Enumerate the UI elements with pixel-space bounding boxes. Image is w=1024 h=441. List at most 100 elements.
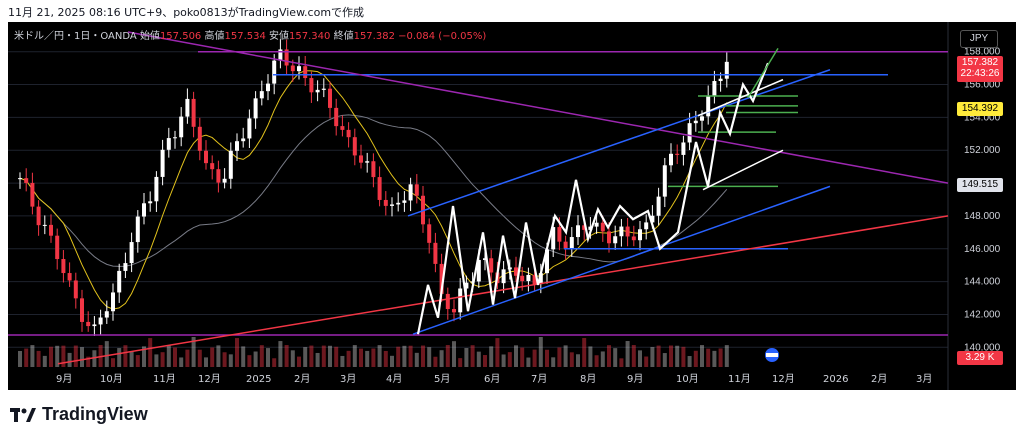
volume-bar xyxy=(67,352,72,367)
price-chart[interactable]: 140.000142.000144.000146.000148.000150.0… xyxy=(8,22,1016,390)
green-breakout-line xyxy=(747,48,779,99)
tradingview-logo[interactable]: TradingView xyxy=(10,404,148,425)
volume-bar xyxy=(408,345,413,367)
candle-body xyxy=(18,178,22,180)
candle-body xyxy=(631,236,636,241)
channel-upper xyxy=(407,69,831,217)
candle-body xyxy=(247,118,252,139)
candle-body xyxy=(129,242,134,264)
candle-body xyxy=(514,267,518,276)
volume-bar xyxy=(315,352,320,367)
candle-body xyxy=(433,242,438,264)
volume-bar xyxy=(693,350,698,367)
tradingview-icon xyxy=(10,407,36,422)
candle-body xyxy=(650,215,655,223)
candle-body xyxy=(160,149,165,177)
candle-body xyxy=(185,98,190,117)
candle-body xyxy=(290,65,295,72)
x-tick-label: 2月 xyxy=(294,373,310,385)
candle-body xyxy=(365,161,370,163)
y-tick-label: 152.000 xyxy=(964,145,1001,156)
volume-bar xyxy=(476,351,481,367)
candle-body xyxy=(594,222,599,227)
volume-bar xyxy=(526,357,531,367)
candle-body xyxy=(656,196,661,216)
trendline-red xyxy=(57,215,949,365)
x-tick-label: 3月 xyxy=(916,373,932,385)
volume-bar xyxy=(241,346,246,367)
candle-body xyxy=(414,184,419,196)
volume-bar xyxy=(656,345,661,367)
volume-bar xyxy=(216,345,221,367)
volume-bar xyxy=(662,353,667,367)
volume-bar xyxy=(92,350,97,367)
volume-bar xyxy=(458,358,463,367)
candle-body xyxy=(687,123,692,143)
candle-body xyxy=(700,116,704,121)
candle-body xyxy=(501,269,506,284)
volume-bar xyxy=(179,357,184,367)
volume-bar xyxy=(613,348,618,367)
chart-caption: 11月 21, 2025 08:16 UTC+9、poko0813がTradin… xyxy=(8,6,365,19)
bar-countdown: 22:43:26 xyxy=(960,68,1000,79)
currency-selector[interactable]: JPY xyxy=(960,30,998,48)
volume-bar xyxy=(266,348,270,367)
candle-body xyxy=(452,309,456,313)
candle-body xyxy=(675,153,680,155)
volume-bar xyxy=(210,347,215,367)
volume-bar xyxy=(514,345,518,367)
candle-body xyxy=(718,78,723,82)
candle-body xyxy=(228,150,233,179)
x-tick-label: 7月 xyxy=(531,373,547,385)
candle-body xyxy=(148,201,153,204)
y-tick-label: 158.000 xyxy=(964,47,1001,58)
volume-bar xyxy=(185,349,190,367)
chart-panel[interactable]: 140.000142.000144.000146.000148.000150.0… xyxy=(8,22,1016,390)
trendline-purple xyxy=(127,31,949,184)
candle-body xyxy=(67,273,72,281)
volume-bar xyxy=(383,350,388,367)
zigzag-wave-drawing xyxy=(416,62,770,335)
candle-body xyxy=(371,161,376,178)
volume-bar xyxy=(24,348,29,367)
volume-bar xyxy=(607,345,611,367)
volume-bar xyxy=(222,352,227,367)
volume-bar xyxy=(600,351,605,367)
high-value: 157.534 xyxy=(224,31,266,42)
candle-body xyxy=(520,275,525,282)
volume-bar xyxy=(284,345,289,367)
candle-body xyxy=(557,227,562,242)
x-tick-label: 12月 xyxy=(198,373,221,385)
volume-bar xyxy=(724,345,729,367)
volume-tag: 3.29 K xyxy=(957,351,1003,365)
volume-bar xyxy=(495,338,500,367)
candle-body xyxy=(191,98,196,127)
y-tick-label: 154.000 xyxy=(964,112,1001,123)
candle-body xyxy=(551,227,556,250)
volume-bar xyxy=(433,356,438,367)
candle-body xyxy=(359,155,363,163)
candle-body xyxy=(625,226,630,237)
volume-bar xyxy=(86,356,91,367)
candle-body xyxy=(315,89,320,93)
candle-body xyxy=(402,200,407,203)
x-tick-label: 8月 xyxy=(580,373,596,385)
volume-bar xyxy=(421,345,425,367)
x-tick-label: 4月 xyxy=(386,373,402,385)
x-tick-label: 2月 xyxy=(871,373,887,385)
volume-bar xyxy=(501,354,506,367)
candle-body xyxy=(712,81,717,96)
candle-body xyxy=(569,237,574,249)
x-tick-label: 9月 xyxy=(56,373,72,385)
candle-body xyxy=(563,241,568,249)
candle-body xyxy=(36,206,41,226)
volume-bar xyxy=(712,350,717,367)
candle-body xyxy=(123,263,128,271)
ma-long-line xyxy=(19,114,728,267)
candle-body xyxy=(681,142,686,155)
x-tick-label: 2025 xyxy=(246,374,271,385)
candle-body xyxy=(724,61,729,79)
candle-body xyxy=(278,49,283,61)
volume-bar xyxy=(569,352,574,367)
volume-bar xyxy=(49,346,53,367)
